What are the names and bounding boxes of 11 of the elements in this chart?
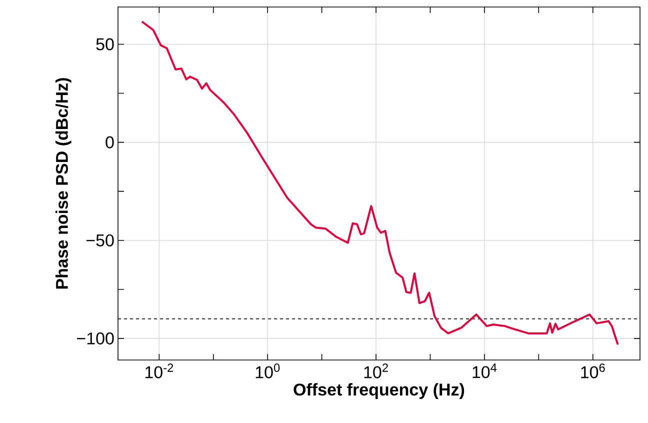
y-tick-label: −50 — [86, 234, 114, 246]
y-tick-label: 0 — [106, 136, 114, 148]
y-tick-label: −100 — [77, 332, 114, 344]
x-tick-label: 10$^{6}$ — [581, 364, 605, 378]
x-axis-title: Offset frequency (Hz) — [294, 383, 464, 399]
y-axis-title: Phase noise PSD (dBc/Hz) — [55, 78, 72, 289]
x-tick-label: 10$^{-2}$ — [145, 364, 174, 378]
y-tick-label: 50 — [96, 38, 114, 50]
x-tick-label: 10$^{0}$ — [256, 364, 280, 378]
x-tick-label: 10$^{4}$ — [472, 364, 497, 378]
x-tick-label: 10$^{2}$ — [364, 364, 388, 378]
